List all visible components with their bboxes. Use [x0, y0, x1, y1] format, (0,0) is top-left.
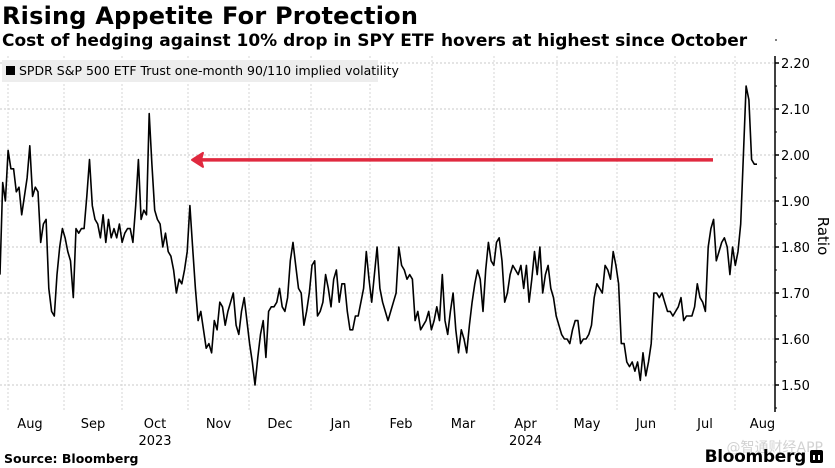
- x-tick-label: Aug: [17, 417, 42, 432]
- brand-text: Bloomberg: [704, 447, 807, 467]
- bloomberg-logo: Bloomberg: [705, 447, 823, 467]
- legend-swatch: [6, 66, 15, 75]
- x-tick-label: Dec: [267, 417, 292, 432]
- source-note: Source: Bloomberg: [4, 451, 139, 466]
- y-axis-title: Ratio: [814, 217, 832, 256]
- series-group: [0, 85, 757, 386]
- y-tick-label: 1.90: [781, 195, 810, 210]
- chart-subtitle: Cost of hedging against 10% drop in SPY …: [2, 31, 748, 51]
- watermark: @智通财经APP: [726, 440, 823, 456]
- x-year-label: 2023: [138, 434, 171, 449]
- annotation-arrowhead-icon: [191, 151, 204, 168]
- legend: SPDR S&P 500 ETF Trust one-month 90/110 …: [2, 60, 399, 82]
- x-tick-label: Jan: [329, 417, 350, 432]
- x-year-label: 2024: [509, 434, 542, 449]
- y-tick-label: 2.00: [781, 149, 810, 164]
- y-axis: 1.50 1.60 1.70 1.80 1.90 2.00 2.10 2.20: [774, 39, 810, 412]
- y-tick-label: 2.10: [781, 103, 810, 118]
- x-tick-label: Sep: [81, 417, 106, 432]
- x-tick-label: Jul: [696, 417, 713, 432]
- gridlines: [0, 56, 775, 412]
- x-tick-label: Apr: [514, 417, 537, 432]
- annotation-group: [191, 151, 713, 168]
- x-axis: Aug Sep Oct Nov Dec Jan Feb Mar Apr May Jun Jul Aug 2…: [17, 417, 775, 449]
- y-tick-label: 1.60: [781, 333, 810, 348]
- x-tick-label: Feb: [389, 417, 412, 432]
- y-tick-label: 1.80: [781, 241, 810, 256]
- legend-label: SPDR S&P 500 ETF Trust one-month 90/110 …: [19, 63, 399, 78]
- x-tick-label: Jun: [635, 417, 656, 432]
- x-tick-label: Aug: [750, 417, 775, 432]
- bloomberg-chart-icon: [810, 450, 823, 463]
- chart-title: Rising Appetite For Protection: [2, 2, 419, 30]
- y-tick-label: 1.50: [781, 379, 810, 394]
- y-tick-label: 1.70: [781, 287, 810, 302]
- x-tick-label: Nov: [206, 417, 232, 432]
- x-tick-label: Mar: [451, 417, 476, 432]
- x-tick-label: Oct: [144, 417, 166, 432]
- series-line: [0, 85, 757, 386]
- y-tick-label: 2.20: [781, 57, 810, 72]
- x-tick-label: May: [574, 417, 601, 432]
